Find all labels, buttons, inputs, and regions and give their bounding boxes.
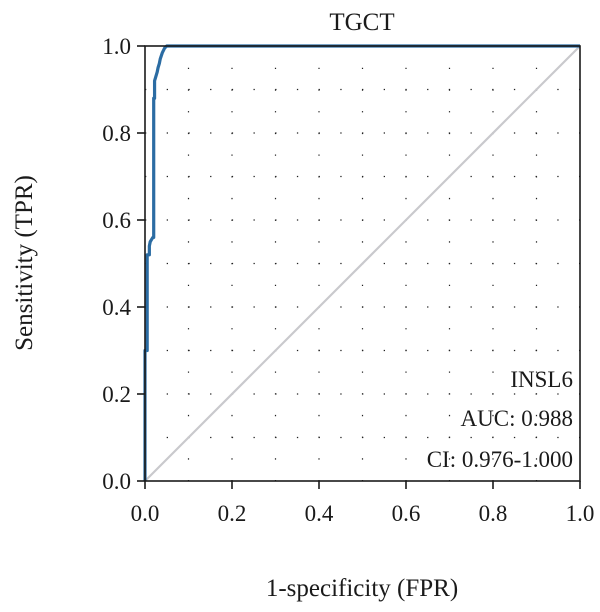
roc-curve-layer [143,44,580,481]
x-tick-label-5: 1.0 [566,501,595,526]
x-tick-label-2: 0.4 [305,501,334,526]
annotation-auc: AUC: 0.988 [461,406,573,431]
axis-ticks: 0.0 0.2 0.4 0.6 0.8 1.0 0.0 0.2 0.4 0.6 0.8 1.0 [102,34,594,526]
diagonal-reference-line [144,45,581,482]
x-tick-label-1: 0.2 [218,501,247,526]
annotation-series-name: INSL6 [510,367,573,392]
x-tick-label-0: 0.0 [131,501,160,526]
y-tick-label-1: 0.2 [102,382,131,407]
y-tick-label-4: 0.8 [102,121,131,146]
x-tick-label-3: 0.6 [392,501,421,526]
y-tick-label-5: 1.0 [102,34,131,59]
y-axis-title: Sensitivity (TPR) [11,175,38,351]
y-tick-label-2: 0.4 [102,295,131,320]
y-tick-label-3: 0.6 [102,208,131,233]
annotation-ci: CI: 0.976-1.000 [427,447,573,472]
diagonal-reference-layer [144,45,581,482]
roc-curve-line [143,44,580,481]
x-tick-label-4: 0.8 [479,501,508,526]
plot-frame [144,45,581,482]
chart-title: TGCT [329,9,394,36]
x-axis-title: 1-specificity (FPR) [266,575,458,602]
y-tick-label-0: 0.0 [102,469,131,494]
